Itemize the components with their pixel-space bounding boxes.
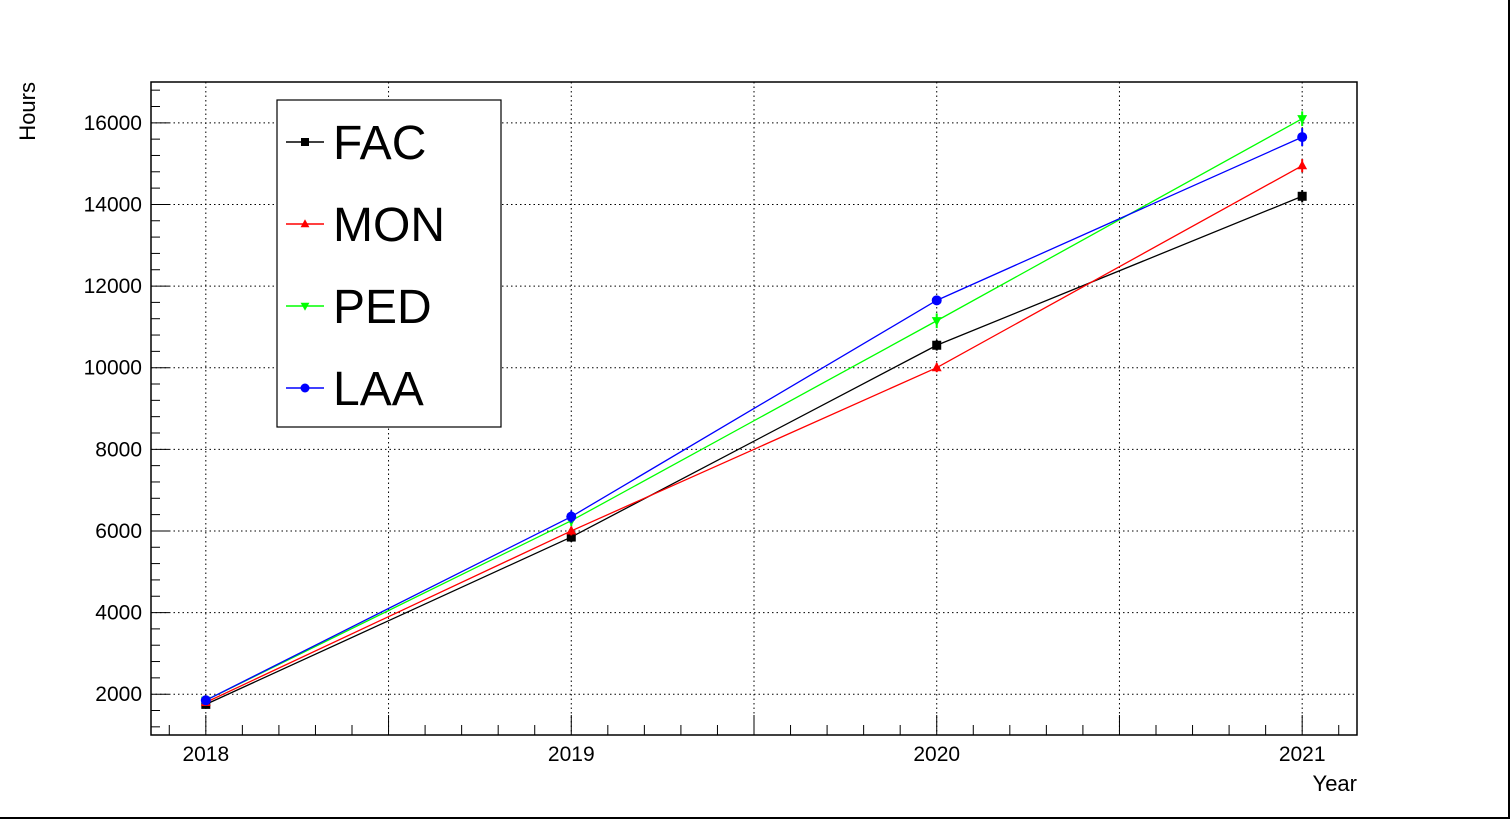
legend-label: LAA [333, 363, 424, 416]
legend-label: MON [333, 199, 445, 252]
series-line-ped [205, 118, 1303, 701]
legend-entry-mon: MON [286, 199, 445, 252]
legend-marker [300, 302, 310, 311]
x-tick-label: 2019 [548, 743, 595, 766]
legend-marker [300, 219, 310, 228]
y-tick-label: 10000 [84, 357, 142, 380]
y-tick-label: 6000 [95, 520, 142, 543]
data-point-ped [1297, 115, 1308, 125]
data-point-mon [566, 525, 577, 535]
x-tick-label: 2018 [182, 743, 229, 766]
series-layer [200, 111, 1308, 709]
legend: FAC MON PED LAA [276, 99, 502, 428]
plot-frame [150, 81, 1358, 736]
y-tick-label: 16000 [84, 112, 142, 135]
data-point-fac [932, 340, 942, 350]
x-axis-title: Year [1313, 771, 1357, 796]
legend-entry-ped: PED [286, 281, 432, 334]
series-line-laa [205, 136, 1303, 701]
y-tick-label: 12000 [84, 275, 142, 298]
y-tick-label: 4000 [95, 602, 142, 625]
y-tick-label: 14000 [84, 193, 142, 216]
data-point-mon [931, 362, 942, 372]
data-point-laa [566, 511, 577, 522]
legend-box [276, 99, 502, 428]
legend-marker [300, 383, 310, 393]
data-point-ped [931, 317, 942, 327]
data-point-laa [200, 695, 211, 706]
x-tick-label: 2020 [913, 743, 960, 766]
legend-entry-laa: LAA [286, 363, 424, 416]
legend-marker [301, 138, 309, 146]
legend-label: FAC [333, 117, 426, 170]
series-line-fac [205, 195, 1303, 705]
y-tick-label: 8000 [95, 438, 142, 461]
data-point-mon [1297, 160, 1308, 170]
series-line-mon [205, 165, 1303, 703]
axis-ticks [151, 89, 1340, 735]
legend-label: PED [333, 281, 432, 334]
data-point-fac [566, 532, 576, 542]
x-tick-label: 2021 [1279, 743, 1326, 766]
data-point-laa [1297, 132, 1308, 143]
y-tick-label: 2000 [95, 683, 142, 706]
data-point-laa [931, 295, 942, 306]
series-laa [200, 128, 1308, 706]
legend-entry-fac: FAC [286, 117, 426, 170]
y-axis-title: Hours [15, 82, 40, 141]
data-point-fac [1297, 191, 1307, 201]
tick-labels: 2000 4000 6000 8000 10000 12000 14000 16000 2018… [84, 112, 1326, 766]
